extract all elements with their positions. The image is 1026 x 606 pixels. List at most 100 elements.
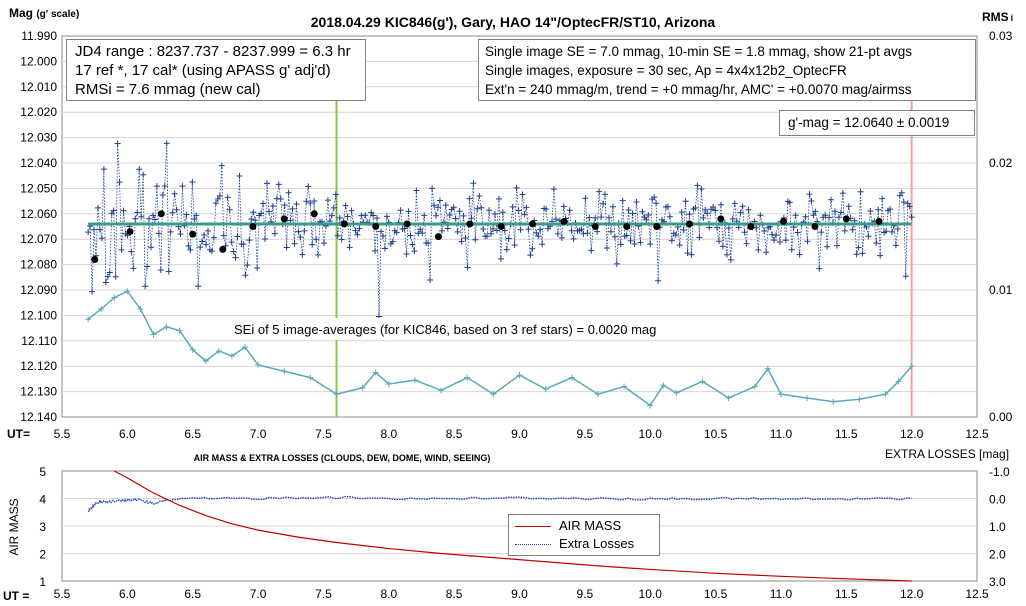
- bottom-x-tick-label: 7.0: [250, 587, 267, 601]
- magnitude-point: [643, 216, 650, 223]
- top-y2label: RMS i: [982, 10, 1013, 24]
- magnitude-point: [460, 212, 467, 219]
- magnitude-point: [320, 240, 327, 247]
- bottom-x-tick-label: 7.5: [315, 587, 332, 601]
- magnitude-point: [716, 238, 723, 245]
- rms-point: [359, 384, 366, 391]
- magnitude-point: [676, 242, 683, 249]
- magnitude-point: [464, 264, 471, 271]
- magnitude-point: [89, 288, 96, 295]
- se-line-2: Single images, exposure = 30 sec, Ap = 4…: [485, 63, 847, 78]
- magnitude-point: [859, 250, 866, 257]
- rms-point: [673, 389, 680, 396]
- magnitude-point: [462, 235, 469, 242]
- magnitude-point: [792, 212, 799, 219]
- magnitude-point: [478, 204, 485, 211]
- bottom-chart-title: AIR MASS & EXTRA LOSSES (CLOUDS, DEW, DO…: [194, 453, 491, 463]
- magnitude-point: [248, 216, 255, 223]
- top-x-tick-label: 5.5: [54, 427, 71, 441]
- magnitude-point: [275, 181, 282, 188]
- magnitude-point: [336, 214, 343, 221]
- magnitude-point: [602, 191, 609, 198]
- rms-point: [176, 327, 183, 334]
- magnitude-point: [254, 265, 261, 272]
- top-x-tick-labels: 5.5 6.0 6.5 7.0 7.5 8.0 8.5 9.0 9.5 10.0 10.5 11.0 1…: [54, 427, 989, 441]
- air-mass-series: [114, 470, 912, 582]
- top-x-tick-label: 11.5: [835, 427, 858, 441]
- top-x-tick-label: 8.5: [446, 427, 463, 441]
- magnitude-point: [888, 228, 895, 235]
- magnitude-point: [802, 213, 809, 220]
- top-chart-title: 2018.04.29 KIC846(g'), Gary, HAO 14"/Opt…: [311, 14, 716, 30]
- magnitude-point: [719, 243, 726, 250]
- bottom-x-tick-label: 6.0: [119, 587, 136, 601]
- average-point: [560, 217, 568, 225]
- magnitude-point: [908, 214, 915, 221]
- rms-point: [111, 294, 118, 301]
- bottom-y2-tick-labels: -1.0 0.0 1.0 2.0 3.0: [989, 465, 1010, 589]
- magnitude-point: [258, 210, 265, 217]
- magnitude-point: [157, 266, 164, 273]
- magnitude-point: [116, 179, 123, 186]
- average-point: [529, 220, 537, 228]
- top-x-tick-label: 6.0: [119, 427, 136, 441]
- magnitude-point: [102, 279, 109, 286]
- top-x-tick-label: 11.0: [770, 427, 793, 441]
- rms-point: [542, 386, 549, 393]
- magnitude-point: [619, 197, 626, 204]
- se-line-3: Ext'n = 240 mmag/m, trend = +0 mmag/hr, …: [485, 82, 912, 97]
- magnitude-point: [904, 200, 911, 207]
- magnitude-point: [171, 190, 178, 197]
- magnitude-point: [682, 198, 689, 205]
- bottom-x-tick-label: 12.5: [965, 587, 989, 601]
- magnitude-point: [419, 230, 426, 237]
- magnitude-point: [155, 230, 162, 237]
- top-x-tick-label: 6.5: [184, 427, 201, 441]
- bottom-x-tick-label: 9.5: [577, 587, 594, 601]
- rms-point: [777, 391, 784, 398]
- magnitude-point: [468, 215, 475, 222]
- magnitude-point: [906, 203, 913, 210]
- magnitude-point: [592, 214, 599, 221]
- rms-point: [830, 398, 837, 405]
- top-x-tick-label: 12.0: [900, 427, 924, 441]
- magnitude-point: [898, 189, 905, 196]
- bottom-x-tick-label: 8.5: [446, 587, 463, 601]
- magnitude-point: [226, 206, 233, 213]
- magnitude-point: [405, 208, 412, 215]
- magnitude-point: [739, 203, 746, 210]
- bottom-x-tick-label: 12.0: [900, 587, 924, 601]
- top-y2-tick-label: 0.01: [989, 283, 1013, 297]
- sei-text: SEi of 5 image-averages (for KIC846, bas…: [234, 322, 657, 337]
- magnitude-point: [230, 248, 237, 255]
- magnitude-point: [293, 201, 300, 208]
- bottom-y-tick-label: 4: [39, 493, 46, 507]
- se-line-1: Single image SE = 7.0 mmag, 10-min SE = …: [485, 44, 912, 59]
- magnitude-point: [503, 246, 510, 253]
- magnitude-point: [776, 239, 783, 246]
- average-point: [842, 215, 850, 223]
- bottom-y-tick-label: 2: [39, 548, 46, 562]
- magnitude-point: [165, 268, 172, 275]
- magnitude-point: [554, 230, 561, 237]
- magnitude-point: [550, 186, 557, 193]
- magnitude-point: [277, 196, 284, 203]
- magnitude-point: [201, 232, 208, 239]
- average-point: [219, 245, 227, 253]
- magnitude-point: [281, 202, 288, 209]
- average-point: [403, 220, 411, 228]
- magnitude-point: [604, 244, 611, 251]
- magnitude-point: [605, 214, 612, 221]
- magnitude-point: [421, 212, 428, 219]
- magnitude-point: [491, 210, 498, 217]
- magnitude-point: [718, 201, 724, 208]
- magnitude-point: [745, 206, 752, 213]
- top-y-tick-label: 12.050: [20, 181, 57, 195]
- magnitude-point: [379, 232, 386, 239]
- average-point: [249, 223, 257, 230]
- magnitude-point: [252, 217, 259, 224]
- magnitude-point: [153, 183, 160, 190]
- average-point: [310, 210, 318, 218]
- magnitude-point: [234, 233, 241, 240]
- magnitude-point: [271, 230, 278, 237]
